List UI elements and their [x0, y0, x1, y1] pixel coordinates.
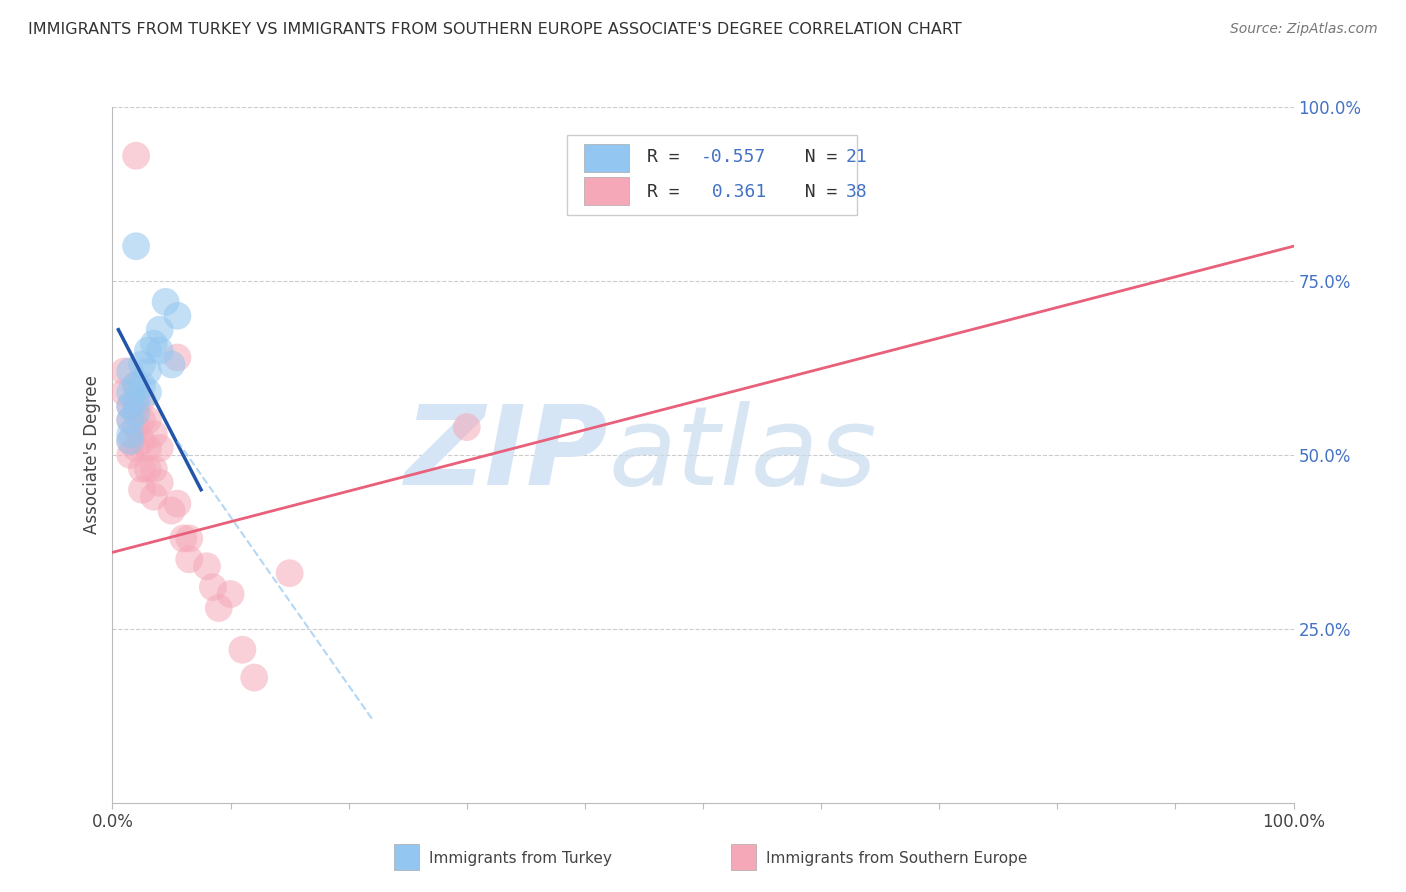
Text: 21: 21: [846, 148, 868, 166]
FancyBboxPatch shape: [583, 144, 628, 172]
Point: [120, 364, 142, 378]
Point: [149, 323, 172, 337]
Point: [179, 532, 201, 546]
Y-axis label: Associate's Degree: Associate's Degree: [83, 376, 101, 534]
Text: ZIP: ZIP: [405, 401, 609, 508]
Point: [120, 399, 142, 413]
Point: [125, 378, 148, 392]
Text: 38: 38: [846, 183, 868, 201]
Point: [131, 462, 153, 476]
Text: 0.361: 0.361: [700, 183, 766, 201]
Point: [131, 358, 153, 372]
Text: IMMIGRANTS FROM TURKEY VS IMMIGRANTS FROM SOUTHERN EUROPE ASSOCIATE'S DEGREE COR: IMMIGRANTS FROM TURKEY VS IMMIGRANTS FRO…: [28, 22, 962, 37]
Point: [120, 385, 142, 400]
Point: [456, 420, 478, 434]
Point: [179, 552, 201, 566]
Text: R =: R =: [648, 148, 690, 166]
Point: [131, 483, 153, 497]
Point: [208, 601, 231, 615]
Text: Source: ZipAtlas.com: Source: ZipAtlas.com: [1230, 22, 1378, 37]
Point: [160, 358, 183, 372]
Point: [219, 587, 242, 601]
Point: [120, 434, 142, 448]
Point: [112, 385, 135, 400]
Point: [149, 343, 172, 358]
Point: [125, 399, 148, 413]
Point: [125, 406, 148, 420]
Point: [131, 413, 153, 427]
Text: N =: N =: [783, 183, 849, 201]
Point: [166, 351, 188, 365]
Point: [166, 309, 188, 323]
Point: [136, 385, 159, 400]
Text: atlas: atlas: [609, 401, 877, 508]
Point: [142, 336, 165, 351]
Point: [131, 392, 153, 407]
Point: [125, 239, 148, 253]
Point: [172, 532, 194, 546]
Point: [142, 427, 165, 442]
Point: [160, 503, 183, 517]
Point: [136, 441, 159, 455]
Point: [136, 343, 159, 358]
Point: [125, 149, 148, 163]
Point: [120, 413, 142, 427]
Point: [149, 441, 172, 455]
Text: Immigrants from Turkey: Immigrants from Turkey: [429, 852, 612, 866]
Point: [142, 490, 165, 504]
Point: [231, 642, 253, 657]
Point: [243, 671, 266, 685]
Point: [136, 462, 159, 476]
Point: [142, 462, 165, 476]
Point: [166, 497, 188, 511]
Point: [125, 420, 148, 434]
Text: R =: R =: [648, 183, 690, 201]
Text: -0.557: -0.557: [700, 148, 766, 166]
Point: [149, 475, 172, 490]
Text: N =: N =: [783, 148, 849, 166]
Point: [112, 364, 135, 378]
Point: [131, 378, 153, 392]
Point: [120, 413, 142, 427]
Point: [201, 580, 224, 594]
Text: Immigrants from Southern Europe: Immigrants from Southern Europe: [766, 852, 1028, 866]
Point: [120, 399, 142, 413]
Point: [120, 427, 142, 442]
Point: [125, 378, 148, 392]
Point: [120, 434, 142, 448]
Point: [195, 559, 218, 574]
Point: [120, 448, 142, 462]
FancyBboxPatch shape: [583, 178, 628, 205]
FancyBboxPatch shape: [567, 135, 856, 215]
Point: [131, 434, 153, 448]
Point: [278, 566, 301, 581]
Point: [125, 441, 148, 455]
Point: [125, 392, 148, 407]
Point: [136, 413, 159, 427]
Point: [155, 294, 177, 309]
Point: [136, 364, 159, 378]
